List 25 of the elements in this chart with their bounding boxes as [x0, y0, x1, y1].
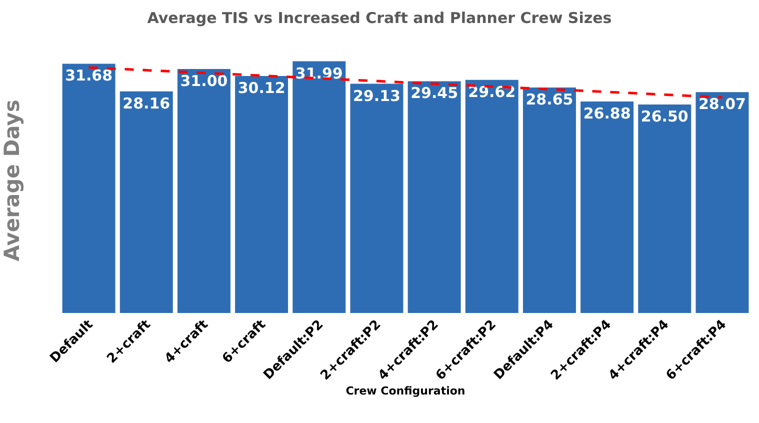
- bar: [580, 101, 634, 313]
- x-axis-title: Crew Configuration: [346, 384, 466, 398]
- bar: [408, 81, 461, 313]
- data-label: 28.16: [122, 94, 170, 112]
- bar: [465, 80, 518, 313]
- data-label: 31.68: [65, 66, 113, 85]
- bar: [638, 104, 692, 313]
- bar: [350, 84, 404, 313]
- bar: [235, 76, 288, 313]
- data-label: 29.45: [410, 84, 458, 102]
- data-label: 29.13: [352, 86, 400, 105]
- data-label: 28.65: [526, 90, 574, 109]
- chart-title: Average TIS vs Increased Craft and Planner Crew Sizes: [147, 9, 612, 28]
- bar: [177, 69, 230, 313]
- bar: [292, 61, 346, 313]
- data-label: 28.07: [698, 95, 746, 114]
- bar: [120, 91, 173, 313]
- data-label: 31.00: [180, 72, 228, 90]
- bar: [62, 64, 116, 313]
- bar: [696, 92, 749, 313]
- data-label: 26.50: [640, 107, 688, 126]
- data-label: 30.12: [238, 78, 286, 97]
- y-axis-title: Average Days: [0, 100, 24, 262]
- bar: [522, 88, 576, 313]
- data-label: 26.88: [583, 104, 631, 122]
